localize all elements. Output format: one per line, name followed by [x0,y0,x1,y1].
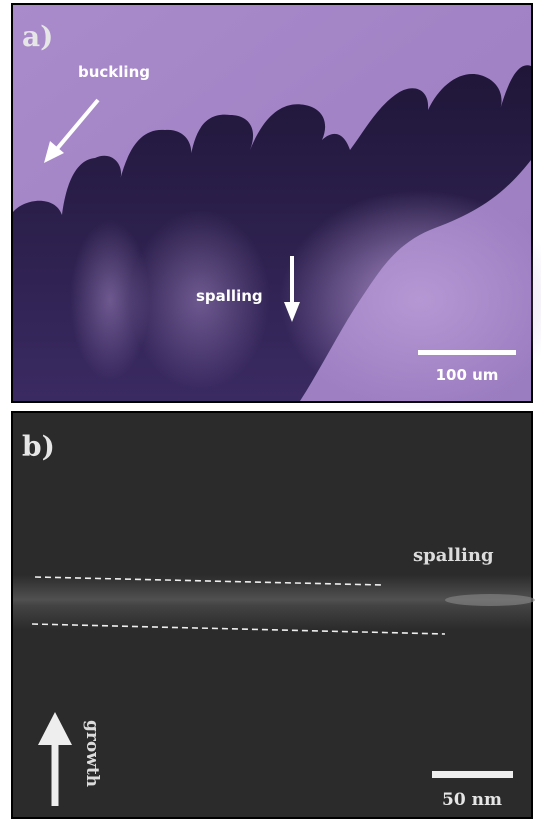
scale-label: 50 nm [442,790,502,810]
figure: a) buckling spalling 100 um b) spalling … [0,0,541,822]
panel-label: a) [22,20,53,53]
annotation: growth [82,720,102,787]
scale-bar [418,350,516,355]
annotation: buckling [78,63,150,81]
annotation: spalling [196,287,263,305]
panel-b: b) spalling growth 50 nm [12,412,535,818]
panel-a: a) buckling spalling 100 um [12,4,541,410]
scale-label: 100 um [436,366,499,384]
annotation: spalling [413,545,494,566]
spalled-region [445,594,535,606]
page: a) buckling spalling 100 um b) spalling … [0,0,541,822]
panel-label: b) [22,430,55,463]
light-region [70,220,150,380]
scale-bar [432,771,513,778]
